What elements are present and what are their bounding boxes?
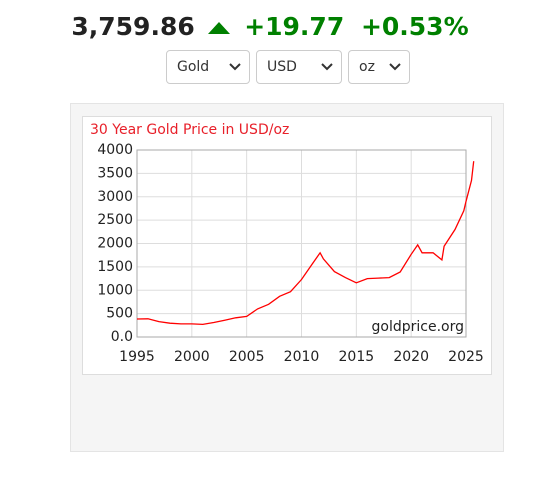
chart: 30 Year Gold Price in USD/oz 0.0 500 1000 1… [82,116,492,375]
price-header: 3,759.86 +19.77 +0.53% [0,12,540,41]
y-tick-label: 0.0 [111,329,133,345]
select[interactable]: oz [348,50,410,84]
price-line [136,161,475,326]
y-tick-label: 1500 [97,259,133,275]
x-tick-label: 2015 [339,349,375,365]
change: +19.77 [244,12,345,41]
y-tick-label: 4000 [97,142,133,158]
up-arrow [208,22,231,34]
change-percent: +0.53% [360,12,469,41]
y-tick-label: 3000 [97,189,133,205]
x-tick-label: 2025 [448,349,484,365]
select-label: USD [267,59,297,75]
y-tick-label: 2500 [97,212,133,228]
y-tick-label: 500 [106,306,133,322]
y-tick-label: 3500 [97,165,133,181]
watermark: goldprice.org [372,319,464,335]
x-tick-label: 2010 [284,349,320,365]
y-tick-label: 1000 [97,282,133,298]
x-tick-label: 1995 [119,349,155,365]
x-tick-label: 2020 [393,349,429,365]
select-label: oz [359,59,375,75]
x-tick-label: 2000 [174,349,210,365]
price: 3,759.86 [71,12,195,41]
select-label: Gold [177,59,210,75]
select[interactable]: USD [256,50,342,84]
chart-title: 30 Year Gold Price in USD/oz [90,122,289,138]
plot-border [136,149,467,338]
y-tick-label: 2000 [97,236,133,252]
select[interactable]: Gold [166,50,250,84]
x-tick-label: 2005 [229,349,265,365]
chart-box [82,116,492,375]
